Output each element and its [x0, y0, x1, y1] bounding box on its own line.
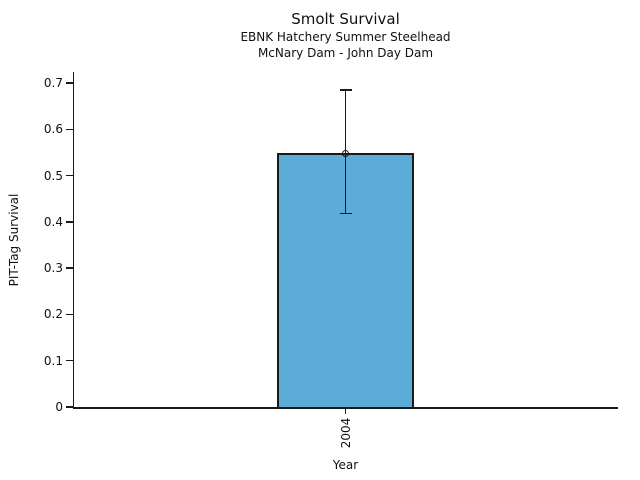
x-axis-label: Year — [332, 458, 359, 472]
y-tick — [66, 267, 73, 269]
y-tick-label: 0.7 — [43, 76, 63, 90]
y-tick — [66, 406, 73, 408]
y-tick — [66, 128, 73, 131]
y-axis-spine — [72, 72, 74, 408]
chart-title: Smolt Survival — [291, 10, 400, 28]
error-bar-cap-top — [339, 89, 352, 91]
y-tick — [66, 82, 73, 84]
x-tick-label: 2004 — [338, 417, 353, 449]
marker-point — [342, 149, 349, 157]
y-tick-label: 0.5 — [43, 168, 63, 183]
chart-subtitle-line1: EBNK Hatchery Summer Steelhead — [240, 30, 451, 44]
y-tick — [66, 359, 73, 362]
x-axis-spine — [72, 407, 618, 409]
x-tick — [344, 408, 347, 414]
y-tick-label: 0.1 — [43, 353, 63, 368]
y-tick-label: 0.2 — [43, 307, 63, 322]
chart-subtitle-line2: McNary Dam - John Day Dam — [257, 46, 434, 60]
y-tick-label: 0 — [55, 400, 63, 414]
y-tick-label: 0.4 — [43, 214, 63, 229]
y-tick — [66, 313, 73, 316]
y-tick-label: 0.6 — [43, 122, 63, 137]
y-tick-label: 0.3 — [43, 261, 63, 276]
y-tick — [66, 174, 73, 177]
y-tick — [66, 221, 73, 223]
error-bar-cap-bottom — [339, 212, 352, 215]
